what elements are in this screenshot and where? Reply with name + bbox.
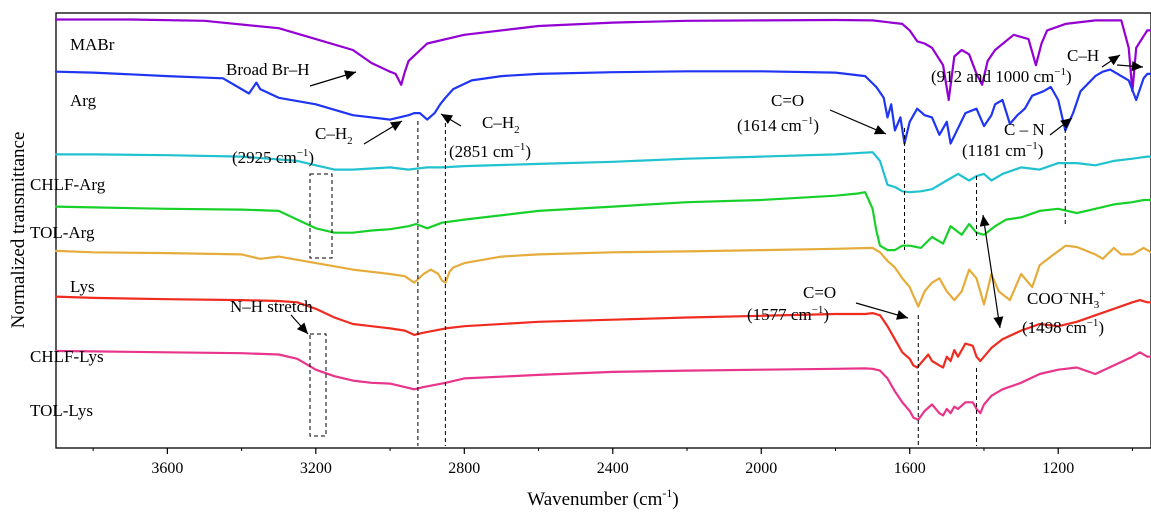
annotation-912-1000: (912 and 1000 cm−1)	[931, 66, 1072, 86]
x-tick-label: 2400	[597, 460, 629, 477]
annotation-c-h: C–H	[1067, 46, 1099, 65]
series-label-mabr: MABr	[70, 35, 115, 54]
series-label-tol-lys: TOL-Lys	[30, 401, 93, 420]
annotation-1577: (1577 cm−1)	[747, 304, 829, 324]
annotation-coo-nh3: COO−NH3+	[1027, 288, 1105, 311]
plot-frame	[55, 12, 1151, 449]
series-label-tol-arg: TOL-Arg	[30, 223, 95, 242]
series-label-chlf-lys: CHLF-Lys	[30, 347, 104, 366]
x-tick-label: 1200	[1042, 460, 1074, 477]
arrow	[982, 214, 1001, 329]
annotation-2851: (2851 cm−1)	[449, 141, 531, 161]
annotation-c-o-lys: C=O	[803, 283, 836, 302]
series-line-chlf-arg	[54, 151, 1151, 194]
arrow-head	[1060, 118, 1072, 129]
annotation-n-h-stretch: N–H stretch	[230, 297, 313, 316]
arrows-layer	[290, 54, 1144, 335]
series-line-tol-lys	[54, 349, 1151, 421]
series-label-chlf-arg: CHLF-Arg	[30, 175, 106, 194]
arrow-head	[896, 310, 908, 320]
x-tick-label: 3200	[300, 460, 332, 477]
arrow-head	[441, 114, 454, 124]
x-axis: 3600 3200 2800 2400 2000 1600 1200	[92, 448, 1133, 477]
series-line-mabr	[54, 18, 1151, 102]
series-label-arg: Arg	[70, 91, 97, 110]
series-line-chlf-lys	[54, 295, 1151, 369]
annotation-2925: (2925 cm−1)	[232, 147, 314, 167]
arrow-head	[1108, 55, 1120, 66]
x-tick-label: 1600	[894, 460, 926, 477]
arrow-head	[344, 70, 356, 80]
annotation-broad-br-h: Broad Br–H	[226, 60, 310, 79]
nh-stretch-box-arg	[309, 173, 333, 259]
series-line-tol-arg	[54, 191, 1151, 252]
x-tick-label: 2800	[448, 460, 480, 477]
annotation-1181: (1181 cm−1)	[962, 140, 1043, 160]
x-tick-label: 3600	[151, 460, 183, 477]
annotation-c-o-arg: C=O	[771, 91, 804, 110]
annotation-c-n: C – N	[1004, 120, 1045, 139]
arrow-head	[873, 125, 886, 135]
arrow-head	[979, 215, 990, 227]
annotation-1614: (1614 cm−1)	[737, 115, 819, 135]
x-tick-label: 2000	[745, 460, 777, 477]
reference-lines	[417, 116, 1066, 446]
y-axis-label: Normalized transmittance	[8, 132, 29, 329]
series-line-lys	[54, 244, 1151, 308]
arrow-head	[390, 121, 402, 131]
series-label-lys: Lys	[70, 277, 95, 296]
annotation-c-h2-left: C–H2	[315, 124, 353, 147]
x-axis-label: Wavenumber (cm-1)	[527, 486, 678, 510]
annotation-c-h2-right: C–H2	[482, 113, 520, 136]
nh-stretch-box-lys	[309, 333, 327, 437]
arrow-head	[296, 322, 308, 334]
annotation-1498: (1498 cm−1)	[1022, 317, 1104, 337]
arrow-head	[1131, 61, 1143, 72]
arrow-head	[993, 316, 1004, 328]
